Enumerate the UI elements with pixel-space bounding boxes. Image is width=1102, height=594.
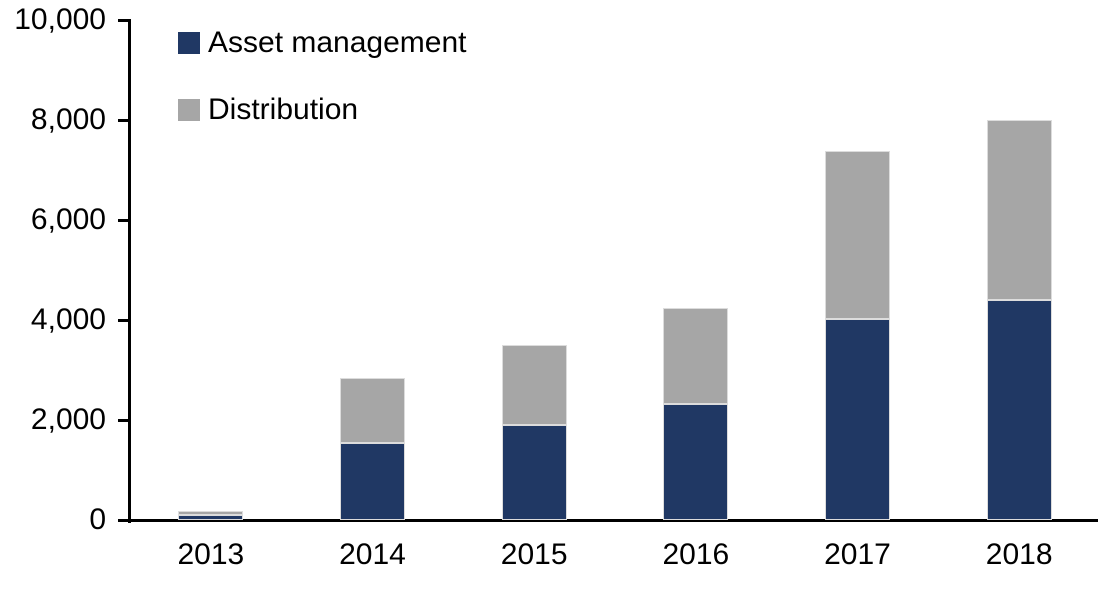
y-tick-label: 10,000: [14, 3, 106, 36]
bar-segment-distribution-2014: [340, 377, 405, 443]
x-tick-label-2014: 2014: [339, 538, 406, 571]
y-tick-label: 0: [89, 503, 106, 536]
bar-segment-distribution-2017: [825, 151, 890, 319]
x-tick-label-2013: 2013: [177, 538, 245, 571]
y-axis-line: [128, 19, 131, 523]
x-tick-label-2018: 2018: [985, 538, 1053, 571]
bar-segment-asset-management-2018: [986, 300, 1052, 520]
y-tick-mark: [118, 118, 131, 122]
y-tick-mark: [118, 218, 131, 222]
y-tick-mark: [118, 418, 131, 422]
y-tick-label: 2,000: [30, 403, 106, 436]
bar-segment-asset-management-2013: [178, 515, 244, 520]
legend-swatch-distribution-icon: [178, 99, 200, 121]
x-tick-label-2015: 2015: [500, 538, 568, 571]
x-axis-line: [118, 519, 1098, 522]
legend-item-asset-management: Asset management: [178, 26, 466, 60]
bar-segment-distribution-2013: [178, 510, 244, 515]
x-tick-label-2017: 2017: [824, 538, 891, 571]
legend-label-asset-management: Asset management: [208, 26, 467, 59]
bar-segment-asset-management-2014: [340, 442, 405, 520]
bar-segment-distribution-2016: [663, 307, 729, 404]
bar-segment-asset-management-2016: [663, 404, 729, 520]
legend: Asset management Distribution: [178, 26, 466, 127]
x-tick-label-2016: 2016: [662, 538, 730, 571]
legend-item-distribution: Distribution: [178, 93, 466, 127]
y-tick-mark: [118, 518, 131, 522]
y-tick-label: 8,000: [30, 103, 106, 136]
y-tick-mark: [118, 18, 131, 22]
bar-segment-asset-management-2017: [825, 318, 890, 520]
legend-label-distribution: Distribution: [208, 93, 359, 126]
y-tick-label: 4,000: [30, 303, 106, 336]
bar-segment-asset-management-2015: [501, 425, 567, 520]
y-tick-label: 6,000: [30, 203, 106, 236]
y-tick-mark: [118, 318, 131, 322]
bar-segment-distribution-2015: [501, 345, 567, 425]
legend-swatch-asset-management-icon: [178, 32, 200, 54]
bar-segment-distribution-2018: [986, 120, 1052, 300]
